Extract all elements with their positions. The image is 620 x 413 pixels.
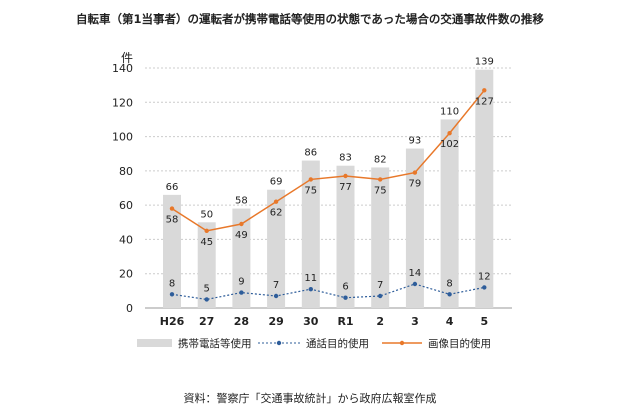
line-data-label: 127 [475, 96, 494, 107]
legend-swatch-bar [137, 339, 172, 347]
data-point [412, 281, 418, 287]
line-data-label: 62 [270, 208, 283, 219]
x-tick-label: 27 [199, 315, 214, 328]
data-point [239, 221, 244, 227]
bar-data-label: 110 [440, 106, 459, 117]
x-tick-label: 29 [268, 315, 283, 328]
call-series-line [171, 283, 485, 301]
legend-label: 通話目的使用 [306, 337, 369, 350]
y-tick-label: 100 [112, 131, 133, 144]
data-point [482, 88, 487, 93]
line-data-label: 11 [304, 273, 317, 284]
data-point [482, 285, 487, 290]
line-data-label: 6 [342, 282, 348, 293]
data-point [239, 290, 244, 295]
data-point [273, 199, 279, 204]
bar [232, 208, 251, 308]
x-tick-label: H26 [160, 315, 185, 328]
bar-data-label: 93 [409, 136, 422, 147]
y-tick-label: 60 [119, 199, 133, 212]
data-point [204, 228, 209, 234]
line-data-label: 79 [409, 179, 422, 190]
bar [197, 222, 216, 308]
bar-data-label: 50 [200, 209, 213, 220]
chart-title: 自転車（第1当事者）の運転者が携帯電話等使用の状態であった場合の交通事故件数の推… [76, 12, 544, 26]
data-point [204, 297, 209, 302]
y-tick-label: 80 [119, 165, 133, 178]
y-tick-label: 0 [126, 302, 133, 315]
bar [301, 160, 320, 308]
line-data-label: 8 [446, 278, 452, 289]
data-point [343, 295, 348, 300]
bar-data-label: 82 [374, 154, 387, 165]
data-point [343, 173, 348, 179]
bar [336, 165, 355, 308]
x-tick-label: 5 [480, 315, 488, 328]
line-data-label: 7 [377, 280, 383, 291]
bar [405, 148, 424, 308]
legend: 携帯電話等使用 通話目的使用 画像目的使用 [137, 337, 491, 350]
bar [163, 194, 181, 308]
data-point [169, 292, 175, 297]
data-point [378, 177, 383, 182]
legend-label: 携帯電話等使用 [178, 337, 252, 350]
x-tick-label: R1 [337, 315, 353, 328]
x-tick-label: 4 [446, 315, 454, 328]
legend-marker [276, 340, 282, 346]
line-data-label: 49 [235, 230, 248, 241]
bar-data-label: 139 [475, 57, 494, 68]
image-series-line [171, 89, 485, 232]
data-point [308, 286, 313, 292]
line-data-label: 102 [440, 139, 459, 150]
data-point [447, 292, 452, 297]
bar-data-label: 83 [339, 153, 352, 164]
y-tick-label: 120 [112, 96, 133, 109]
line-data-label: 7 [273, 280, 279, 291]
data-point [378, 293, 383, 299]
bar-data-label: 86 [304, 148, 317, 159]
line-data-label: 14 [409, 268, 422, 279]
data-point [169, 206, 175, 211]
line-data-label: 12 [478, 271, 491, 282]
data-point [447, 130, 452, 136]
x-tick-label: 3 [411, 315, 419, 328]
line-data-label: 75 [304, 185, 317, 196]
y-tick-label: 40 [119, 233, 133, 246]
line-data-label: 5 [204, 283, 210, 294]
bar-data-label: 66 [166, 182, 179, 193]
bar [440, 119, 459, 308]
y-tick-label: 140 [112, 62, 133, 75]
data-point [273, 293, 279, 299]
line-data-label: 9 [238, 277, 244, 288]
data-point [308, 177, 313, 182]
y-axis-label: 件 [121, 51, 133, 65]
line-data-label: 8 [169, 278, 175, 289]
line-data-label: 58 [166, 215, 179, 226]
line-data-label: 75 [374, 185, 387, 196]
x-tick-label: 28 [234, 315, 249, 328]
legend-label: 画像目的使用 [428, 337, 491, 350]
line-data-label: 77 [339, 182, 352, 193]
bar [267, 189, 286, 308]
source-note: 資料：警察庁「交通事故統計」から政府広報室作成 [184, 391, 437, 405]
line-data-label: 45 [200, 237, 213, 248]
bar-data-label: 58 [235, 196, 248, 207]
x-tick-label: 30 [303, 315, 319, 328]
bar [475, 69, 494, 308]
data-point [412, 170, 418, 175]
bar [371, 167, 390, 308]
legend-marker [399, 340, 405, 346]
y-tick-label: 20 [119, 268, 133, 281]
bar-data-label: 69 [270, 177, 283, 188]
x-tick-label: 2 [376, 315, 384, 328]
